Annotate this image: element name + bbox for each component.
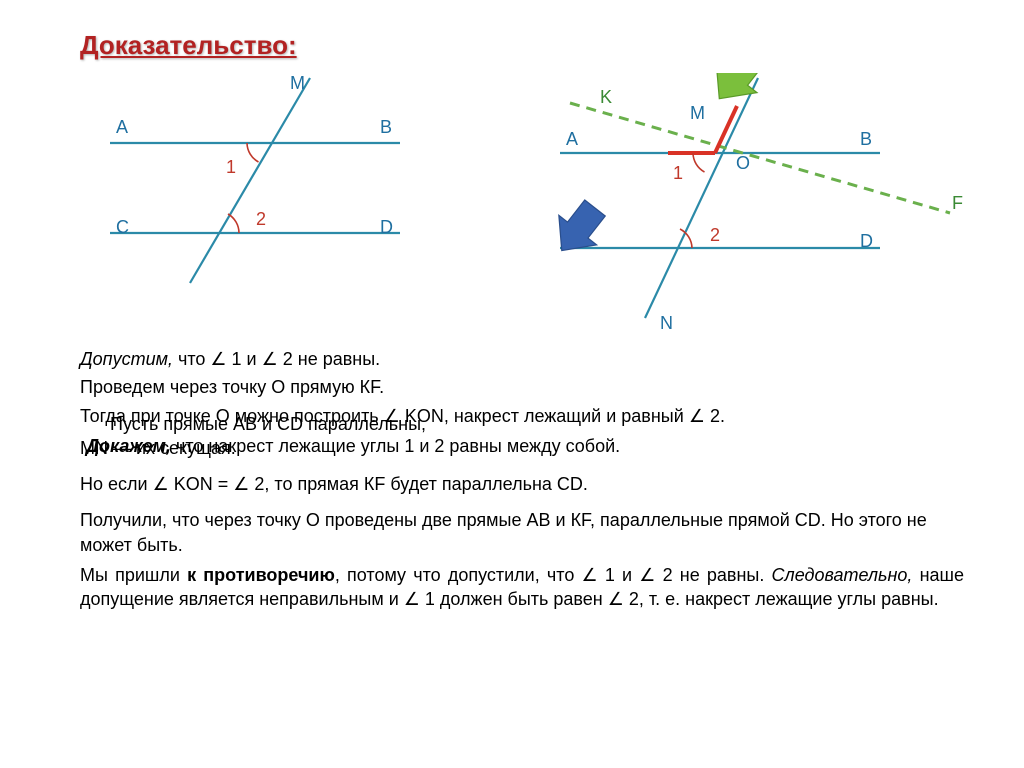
- p7-e: 2 не равны.: [655, 565, 771, 585]
- p5-a: Но если: [80, 474, 153, 494]
- d1-label-D: D: [380, 217, 393, 238]
- diagram-right: А В D М N K F О 1 2: [540, 73, 980, 343]
- para-2: Проведем через точку О прямую КF.: [80, 375, 964, 399]
- p7-ang3: ∠: [404, 589, 420, 609]
- d1-label-ang2: 2: [256, 209, 266, 230]
- p7-ang2: ∠: [639, 565, 655, 585]
- d2-label-ang2: 2: [710, 225, 720, 246]
- diagrams-row: А В С D М 1 2: [80, 73, 964, 343]
- d1-label-A: А: [116, 117, 128, 138]
- p1-b: что: [173, 349, 210, 369]
- p3-overlay-a: Пусть прямые АВ и СD параллельны,: [110, 412, 426, 436]
- p3-overlay-b: МN — их секущая.: [80, 436, 236, 460]
- diagram-left-svg: [80, 73, 460, 313]
- para-1: Допустим, что ∠ 1 и ∠ 2 не равны.: [80, 347, 964, 371]
- d2-label-N: N: [660, 313, 673, 334]
- diagram-right-svg: [540, 73, 980, 343]
- p7-ang4: ∠: [608, 589, 624, 609]
- p5-ang1: ∠: [153, 474, 169, 494]
- proof-text: Допустим, что ∠ 1 и ∠ 2 не равны. Провед…: [80, 347, 964, 612]
- d2-label-F: F: [952, 193, 963, 214]
- p5-c: 2, то прямая КF будет параллельна CD.: [249, 474, 588, 494]
- d2-label-B: В: [860, 129, 872, 150]
- p7-d: 1 и: [598, 565, 640, 585]
- p7-h: 1 должен быть равен: [420, 589, 608, 609]
- p1-d: 2 не равны.: [278, 349, 380, 369]
- d1-label-ang1: 1: [226, 157, 236, 178]
- d1-label-C: С: [116, 217, 129, 238]
- d2-label-A: А: [566, 129, 578, 150]
- page-title: Доказательство:: [80, 30, 964, 61]
- para-5: Но если ∠ KON = ∠ 2, то прямая КF будет …: [80, 472, 964, 496]
- p1-ang1: ∠: [210, 349, 226, 369]
- d1-label-M: М: [290, 73, 305, 94]
- p3-b: KON, накрест лежащий и равный: [400, 406, 689, 426]
- p3-c: 2.: [705, 406, 725, 426]
- p1-c: 1 и: [227, 349, 262, 369]
- p1-a: Допустим,: [80, 349, 173, 369]
- d2-label-D: D: [860, 231, 873, 252]
- d2-label-K: K: [600, 87, 612, 108]
- p1-ang2: ∠: [262, 349, 278, 369]
- p5-ang2: ∠: [233, 474, 249, 494]
- p5-b: KON =: [169, 474, 234, 494]
- p7-c: , потому что допустили, что: [335, 565, 582, 585]
- d2-label-M: М: [690, 103, 705, 124]
- para-3: Тогда при точке О можно построить ∠ KON,…: [80, 404, 964, 428]
- para-7: Мы пришли к противоречию, потому что доп…: [80, 563, 964, 612]
- d2-label-ang1: 1: [673, 163, 683, 184]
- p7-b: к противоречию: [187, 565, 335, 585]
- p7-i: 2, т. е. накрест лежащие углы равны.: [624, 589, 939, 609]
- diagram-left: А В С D М 1 2: [80, 73, 460, 343]
- p4-b: что накрест лежащие углы 1 и 2 равны меж…: [171, 436, 620, 456]
- d1-label-B: В: [380, 117, 392, 138]
- p7-f: Следовательно,: [772, 565, 913, 585]
- p7-ang1: ∠: [582, 565, 598, 585]
- d2-label-O: О: [736, 153, 750, 174]
- p7-a: Мы пришли: [80, 565, 187, 585]
- para-6: Получили, что через точку О проведены дв…: [80, 508, 964, 557]
- p3-ang2: ∠: [689, 406, 705, 426]
